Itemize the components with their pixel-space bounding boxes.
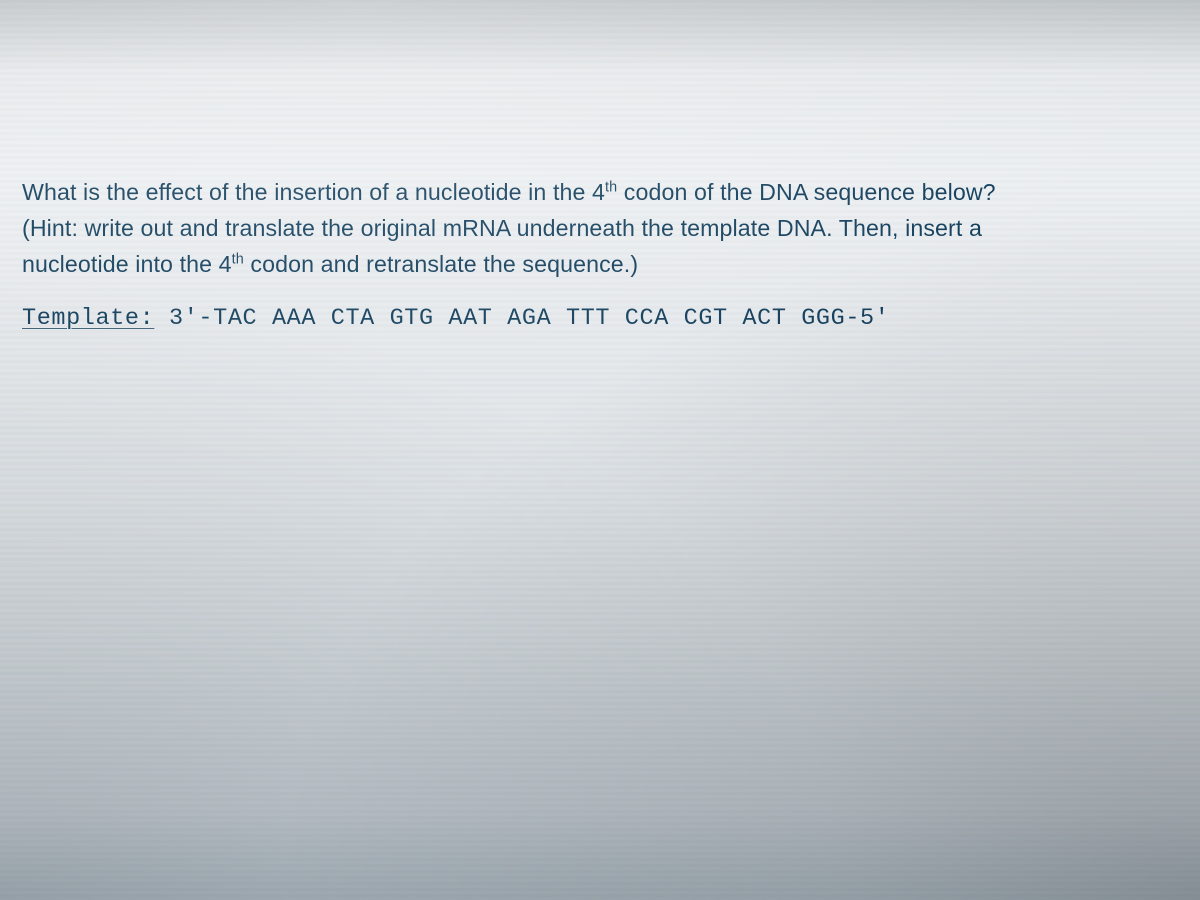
question-block: What is the effect of the insertion of a… xyxy=(22,175,1160,332)
question-line2: (Hint: write out and translate the origi… xyxy=(22,215,982,241)
question-line3-post: codon and retranslate the sequence.) xyxy=(244,251,638,277)
lighting-smudge xyxy=(0,0,1200,180)
question-line1-pre: What is the effect of the insertion of a… xyxy=(22,179,605,205)
screen-vignette xyxy=(0,0,1200,900)
question-line1-post: codon of the DNA sequence below? xyxy=(617,179,995,205)
dna-sequence: 3'-TAC AAA CTA GTG AAT AGA TTT CCA CGT A… xyxy=(169,305,889,332)
question-line1-sup: th xyxy=(605,179,617,195)
question-line3-sup: th xyxy=(232,251,244,267)
question-line3-pre: nucleotide into the 4 xyxy=(22,251,232,277)
template-label: Template: xyxy=(22,305,154,332)
template-sequence-line: Template: 3'-TAC AAA CTA GTG AAT AGA TTT… xyxy=(22,305,1160,332)
screen-scanlines xyxy=(0,0,1200,900)
question-text: What is the effect of the insertion of a… xyxy=(22,175,1160,283)
